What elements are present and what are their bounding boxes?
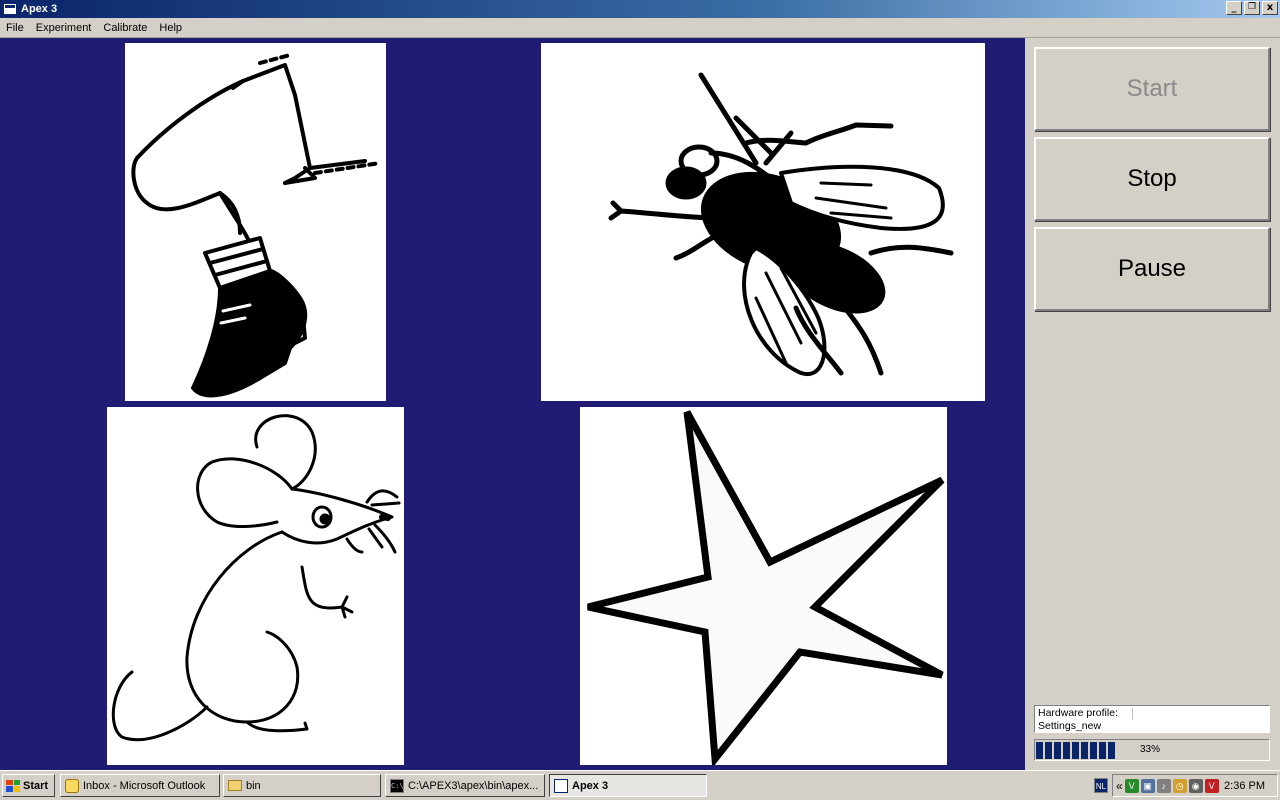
taskbar: Start Inbox - Microsoft Outlook bin C:\ … <box>0 770 1280 800</box>
control-panel: Start Stop Pause Hardware profile: Setti… <box>1025 38 1280 770</box>
progress-block <box>1090 742 1097 759</box>
menu-help[interactable]: Help <box>159 21 183 34</box>
clock[interactable]: 2:36 PM <box>1224 780 1265 792</box>
leg-picture <box>131 53 382 398</box>
progress-block <box>1036 742 1043 759</box>
title-bar: Apex 3 _ ❐ x <box>0 0 1280 18</box>
mouse-picture <box>111 414 401 742</box>
profile-divider <box>1132 708 1133 720</box>
stimulus-mouse-button[interactable] <box>107 407 404 765</box>
tray-expand-button[interactable]: « <box>1116 778 1123 793</box>
progress-block <box>1072 742 1079 759</box>
progress-block <box>1099 742 1106 759</box>
volume-icon[interactable]: ♪ <box>1156 778 1171 793</box>
start-menu-button[interactable]: Start <box>2 774 55 797</box>
system-tray: « V ▣ ♪ ◷ ◉ V 2:36 PM <box>1112 774 1278 797</box>
menu-experiment[interactable]: Experiment <box>35 21 92 34</box>
progress-bar: 33% <box>1034 739 1270 761</box>
shield-icon[interactable]: V <box>1204 778 1219 793</box>
pause-button[interactable]: Pause <box>1034 227 1270 311</box>
hardware-profile-box: Hardware profile: Settings_new <box>1034 705 1270 733</box>
progress-block <box>1063 742 1070 759</box>
taskbar-item-apex[interactable]: Apex 3 <box>549 774 707 797</box>
taskbar-item-label: Apex 3 <box>572 779 609 792</box>
language-indicator[interactable]: NL <box>1094 778 1108 793</box>
menu-bar: File Experiment Calibrate Help <box>0 18 1280 38</box>
update-icon[interactable]: ◉ <box>1188 778 1203 793</box>
taskbar-item-label: bin <box>246 779 261 792</box>
outlook-icon <box>65 778 79 793</box>
progress-block <box>1081 742 1088 759</box>
start-button[interactable]: Start <box>1034 47 1270 131</box>
progress-text: 33% <box>1140 744 1161 755</box>
stimulus-fly-button[interactable] <box>541 43 985 401</box>
taskbar-item-label: Inbox - Microsoft Outlook <box>83 779 206 792</box>
progress-block <box>1108 742 1115 759</box>
network-icon[interactable]: ▣ <box>1140 778 1155 793</box>
hardware-profile-label: Hardware profile: <box>1038 707 1118 719</box>
taskbar-item-outlook[interactable]: Inbox - Microsoft Outlook <box>60 774 220 797</box>
menu-file[interactable]: File <box>6 21 24 34</box>
taskbar-item-bin[interactable]: bin <box>223 774 381 797</box>
progress-block <box>1045 742 1052 759</box>
clock-tray-icon[interactable]: ◷ <box>1172 778 1187 793</box>
settings-text: Settings_new <box>1038 720 1102 732</box>
start-menu-label: Start <box>23 779 49 792</box>
restore-button[interactable]: ❐ <box>1244 1 1260 15</box>
progress-block <box>1054 742 1061 759</box>
taskbar-item-label: C:\APEX3\apex\bin\apex... <box>408 779 539 792</box>
window-icon <box>554 778 568 793</box>
window-title: Apex 3 <box>21 3 58 15</box>
window-controls: _ ❐ x <box>1226 1 1278 15</box>
minimize-button[interactable]: _ <box>1226 1 1242 15</box>
stimulus-area <box>0 38 1025 770</box>
app-window-icon <box>3 3 17 15</box>
stop-button[interactable]: Stop <box>1034 137 1270 221</box>
folder-icon <box>228 780 242 791</box>
progress-fill <box>1036 742 1115 759</box>
taskbar-item-cmd[interactable]: C:\ C:\APEX3\apex\bin\apex... <box>385 774 545 797</box>
antivirus-icon[interactable]: V <box>1124 778 1139 793</box>
cmd-icon: C:\ <box>390 778 404 793</box>
star-picture <box>587 410 945 765</box>
menu-calibrate[interactable]: Calibrate <box>103 21 148 34</box>
fly-picture <box>608 72 954 377</box>
windows-logo-icon <box>6 779 20 792</box>
stimulus-star-button[interactable] <box>580 407 947 765</box>
stimulus-leg-button[interactable] <box>125 43 386 401</box>
close-button[interactable]: x <box>1262 1 1278 15</box>
